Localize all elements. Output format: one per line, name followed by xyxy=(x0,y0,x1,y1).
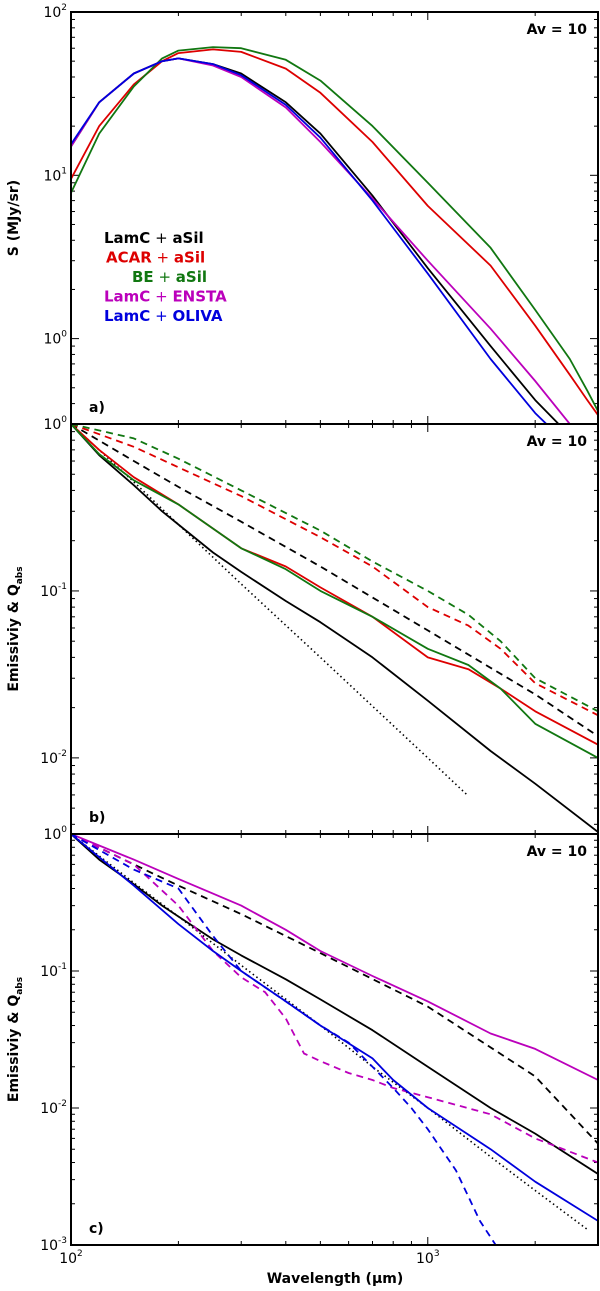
series-group xyxy=(71,424,598,833)
y-tick-label: 101 xyxy=(43,166,67,184)
series-beta-2-reference xyxy=(71,424,469,797)
y-axis-label: S (MJy/sr) xyxy=(6,180,22,256)
annotation: Av = 10 xyxy=(527,22,588,38)
series-lamc-oliva-emissivity xyxy=(71,834,598,1222)
y-tick-label: 10-3 xyxy=(40,1236,67,1254)
series-lamc-oliva xyxy=(71,57,548,424)
series-acar-asil-q-abs xyxy=(71,424,598,717)
series-lamc-asil-q-abs xyxy=(71,424,598,737)
panel-b: 10-2 10-1 100 Av = 10 b) Emissiviy & Qabs xyxy=(6,415,599,835)
y-tick-label: 10-1 xyxy=(40,962,67,980)
series-group xyxy=(71,834,598,1245)
panels: 100 101 102 Av = 10 a) S (MJy/sr) LamC + aSil A… xyxy=(6,3,599,1267)
series-be-asil xyxy=(71,46,598,412)
y-axis-label: Emissiviy & Qabs xyxy=(6,977,25,1102)
series-beta-2-reference xyxy=(71,834,588,1231)
y-tick-label: 100 xyxy=(43,415,67,433)
legend-entry: BE + aSil xyxy=(132,268,207,286)
x-tick-label: 103 xyxy=(416,1249,440,1267)
series-lamc-oliva-q-abs xyxy=(71,834,497,1245)
panel-label: c) xyxy=(89,1221,104,1237)
legend-entry: ACAR + aSil xyxy=(106,249,205,267)
series-lamc-asil-emissivity xyxy=(71,424,598,833)
x-axis-label: Wavelength (µm) xyxy=(267,1271,404,1287)
y-axis-label: Emissiviy & Qabs xyxy=(6,566,25,691)
legend-entry: LamC + aSil xyxy=(104,229,204,247)
series-lamc-ensta-emissivity xyxy=(71,834,598,1081)
panel-label: a) xyxy=(89,400,105,416)
series-be-asil-q-abs xyxy=(71,424,598,713)
annotation: Av = 10 xyxy=(527,844,588,860)
y-tick-label: 100 xyxy=(43,825,67,843)
y-tick-label: 10-1 xyxy=(40,582,67,600)
series-be-asil-emissivity xyxy=(71,424,598,759)
y-tick-label: 100 xyxy=(43,330,67,348)
y-tick-label: 102 xyxy=(43,3,67,21)
series-lamc-asil-emissivity xyxy=(71,834,598,1175)
series-lamc-ensta-q-abs xyxy=(71,834,598,1164)
axes-frame xyxy=(70,833,599,1246)
y-tick-label: 10-2 xyxy=(40,1099,67,1117)
x-tick-label: 102 xyxy=(59,1249,83,1267)
annotation: Av = 10 xyxy=(527,434,588,450)
y-tick-label: 10-2 xyxy=(40,749,67,767)
legend-entry: LamC + OLIVA xyxy=(104,307,223,325)
series-lamc-asil-q-abs xyxy=(71,834,598,1145)
panel-c: 10-3 10-2 10-1 100 Av = 10 c) Emissiviy & Qabs… xyxy=(6,825,599,1267)
panel-label: b) xyxy=(89,810,105,826)
legend-entry: LamC + ENSTA xyxy=(104,288,227,306)
series-group xyxy=(71,46,598,424)
